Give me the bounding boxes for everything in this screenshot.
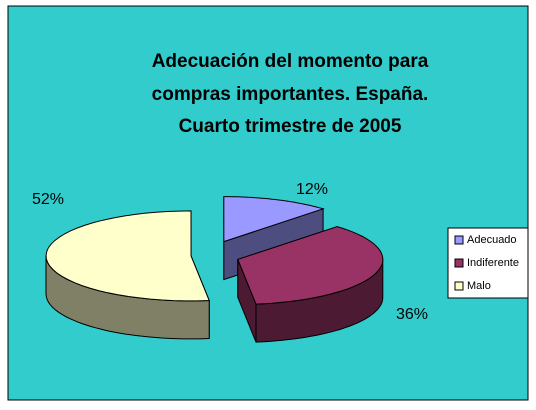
chart-title: Cuarto trimestre de 2005 xyxy=(179,116,402,137)
slice xyxy=(45,210,210,302)
legend-swatch xyxy=(454,258,464,268)
legend-label: Malo xyxy=(467,280,491,292)
data-label: 36% xyxy=(396,306,428,323)
legend-label: Indiferente xyxy=(467,257,519,269)
legend-swatch xyxy=(454,235,464,245)
chart-title: Adecuación del momento para xyxy=(152,51,429,72)
chart-title: compras importantes. España. xyxy=(152,84,429,105)
legend-swatch xyxy=(454,281,464,291)
data-label: 52% xyxy=(32,191,64,208)
data-label: 12% xyxy=(296,181,328,198)
slice xyxy=(223,196,325,243)
legend-label: Adecuado xyxy=(467,234,517,246)
slice xyxy=(237,226,384,305)
